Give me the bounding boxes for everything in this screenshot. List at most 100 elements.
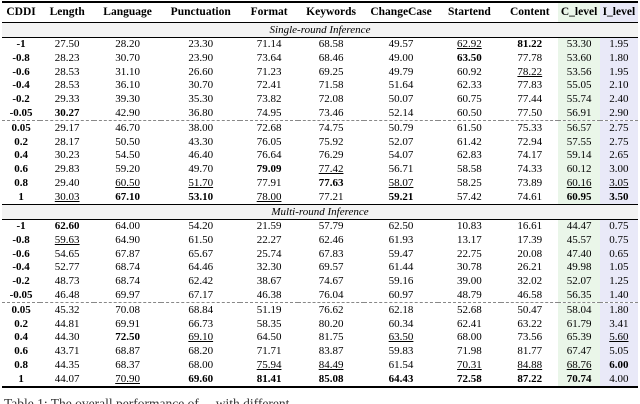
table-cell: 23.30 xyxy=(188,38,214,50)
table-cell: 51.19 xyxy=(240,302,298,318)
table-cell: 64.50 xyxy=(256,331,282,344)
table-cell: 61.54 xyxy=(388,359,414,372)
table-cell: 39.30 xyxy=(115,93,140,106)
table-cell: 78.22 xyxy=(517,65,543,78)
table-cell: 77.50 xyxy=(517,106,543,119)
table-row: 0.6 43.71 68.87 68.20 71.71 83.87 59.83 71.98 81… xyxy=(2,344,638,359)
table-cell: 44.30 xyxy=(54,331,80,344)
table-cell: 3.50 xyxy=(599,190,638,205)
cddi-value: 0.6 xyxy=(14,345,28,358)
table-row: -0.2 29.33 39.30 35.30 73.82 72.08 50.07 60.75 7… xyxy=(2,92,638,107)
table-cell: 59.20 xyxy=(115,163,140,176)
table-cell: 59.16 xyxy=(388,275,414,288)
table-cell: 61.44 xyxy=(388,261,414,274)
table-cell: 52.77 xyxy=(54,261,80,274)
table-cell: 65.67 xyxy=(188,247,214,260)
caption-clip: Table 1: The overall performance of ... … xyxy=(4,395,638,404)
table-cell: 67.83 xyxy=(318,247,344,260)
table-cell: 74.61 xyxy=(517,190,543,203)
table-cell: 77.44 xyxy=(517,93,543,106)
table-cell: 77.83 xyxy=(517,79,543,92)
table-cell: 84.49 xyxy=(318,359,344,372)
table-cell: 22.75 xyxy=(457,247,482,260)
table-cell: 57.55 xyxy=(558,135,600,149)
table-cell: 54.50 xyxy=(115,149,140,162)
table-cell: 56.57 xyxy=(558,120,600,136)
table-cell: 54.65 xyxy=(54,247,80,260)
table-cell: 30.03 xyxy=(54,190,80,203)
table-cell: 61.50 xyxy=(188,233,214,246)
table-cell: 61.79 xyxy=(558,317,600,331)
table-cell: 69.60 xyxy=(188,372,214,385)
column-header-cddi: CDDI xyxy=(2,2,41,23)
table-cell: 5.05 xyxy=(599,344,638,359)
table-cell: 59.21 xyxy=(388,190,414,203)
table-cell: 62.41 xyxy=(457,317,482,330)
table-cell: 56.71 xyxy=(388,163,414,176)
table-cell: 53.30 xyxy=(558,37,600,52)
table-cell: 35.30 xyxy=(188,93,214,106)
table-cell: 30.78 xyxy=(457,261,482,274)
table-cell: 49.57 xyxy=(388,38,414,50)
cddi-value: 0.2 xyxy=(14,317,28,330)
table-cell: 28.20 xyxy=(115,38,140,50)
table-cell: 51.70 xyxy=(188,176,214,189)
section-header-row: Multi-round Inference xyxy=(2,204,638,220)
table-cell: 68.74 xyxy=(115,261,140,274)
table-cell: 81.22 xyxy=(517,38,543,50)
table-row: -1 27.50 28.20 23.30 71.14 68.58 49.57 62.92 81.… xyxy=(2,37,638,52)
table-row: -0.2 48.73 68.74 62.42 38.67 74.67 59.16 39.00 3… xyxy=(2,274,638,289)
table-cell: 50.79 xyxy=(364,120,438,136)
table-cell: 13.17 xyxy=(457,233,482,246)
table-cell: 68.46 xyxy=(318,51,344,64)
table-cell: 46.38 xyxy=(256,289,282,302)
table-cell: 48.73 xyxy=(54,275,80,288)
table-row: -0.6 54.65 67.87 65.67 25.74 67.83 59.47 22.75 2… xyxy=(2,247,638,261)
table-cell: 38.67 xyxy=(256,275,282,288)
table-cell: 74.67 xyxy=(318,275,344,288)
table-cell: 46.40 xyxy=(188,149,214,162)
table-cell: 16.61 xyxy=(517,220,543,233)
table-cell: 2.75 xyxy=(599,120,638,136)
table-cell: 32.30 xyxy=(256,261,282,274)
table-cell: 64.00 xyxy=(115,220,140,233)
table-cell: 60.16 xyxy=(558,176,600,191)
table-cell: 0.65 xyxy=(599,247,638,261)
table-cell: 65.39 xyxy=(558,330,600,345)
table-cell: 67.10 xyxy=(115,190,140,203)
table-row: -0.8 28.23 30.70 23.90 73.64 68.46 49.00 63.50 7… xyxy=(2,51,638,66)
table-cell: 72.68 xyxy=(240,120,298,136)
table-cell: 30.70 xyxy=(115,51,140,64)
table-cell: 58.25 xyxy=(457,176,482,189)
table-cell: 75.33 xyxy=(501,120,559,136)
table-cell: 68.74 xyxy=(115,275,140,288)
table-cell: 68.00 xyxy=(188,359,214,372)
table-row: -0.05 30.27 42.90 36.80 74.95 73.46 52.14 60.50… xyxy=(2,106,638,121)
table-cell: 3.41 xyxy=(599,317,638,331)
column-header-content: Content xyxy=(501,2,559,23)
cddi-value: 1 xyxy=(18,190,24,203)
table-cell: 68.84 xyxy=(160,302,241,318)
table-cell: 43.30 xyxy=(188,135,214,148)
table-cell: 0.75 xyxy=(599,233,638,248)
table-cell: 47.40 xyxy=(558,247,600,261)
table-row: 0.4 30.23 54.50 46.40 76.64 76.29 54.07 62.83 74… xyxy=(2,148,638,163)
cddi-value: -1 xyxy=(16,38,26,50)
table-cell: 69.97 xyxy=(115,289,140,302)
table-cell: 74.95 xyxy=(256,106,282,119)
table-cell: 2.75 xyxy=(599,135,638,149)
table-cell: 52.68 xyxy=(437,302,502,318)
table-cell: 10.83 xyxy=(457,220,482,233)
table-cell: 64.43 xyxy=(388,372,414,385)
table-cell: 25.74 xyxy=(256,247,282,260)
table-cell: 60.50 xyxy=(115,176,140,189)
table-cell: 67.87 xyxy=(115,247,140,260)
table-cell: 64.46 xyxy=(188,261,214,274)
cddi-value: -0.2 xyxy=(12,93,30,106)
table-cell: 68.37 xyxy=(115,359,140,372)
table-cell: 4.00 xyxy=(599,372,638,388)
table-cell: 68.76 xyxy=(558,358,600,373)
table-row: -1 62.60 64.00 54.20 21.59 57.79 62.50 10.83 16.… xyxy=(2,219,638,234)
cddi-value: -0.4 xyxy=(12,261,30,274)
